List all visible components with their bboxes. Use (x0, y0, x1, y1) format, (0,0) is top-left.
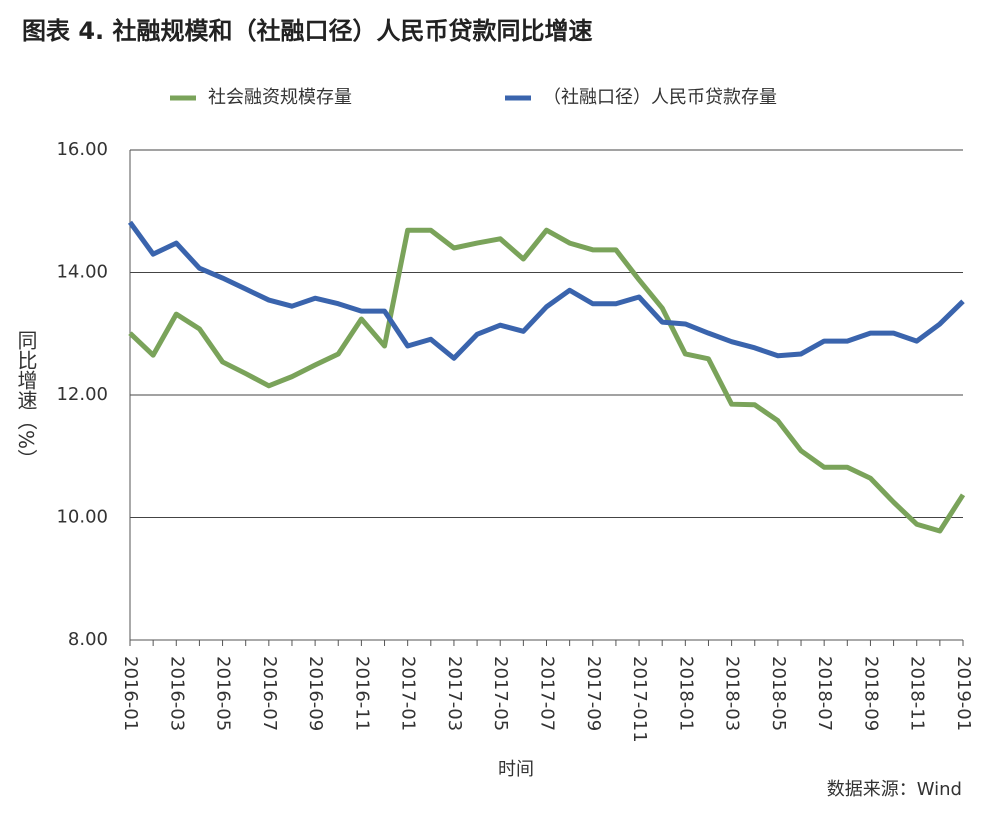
x-tick-label: 2018-03 (722, 656, 743, 731)
source-note: 数据来源：Wind (827, 779, 962, 800)
x-tick-label: 2018-11 (907, 656, 928, 731)
y-tick-label: 10.00 (56, 507, 108, 528)
legend-label: （社融口径）人民币贷款存量 (543, 87, 777, 108)
x-tick-label: 2017-05 (490, 656, 511, 731)
y-tick-label: 8.00 (68, 629, 108, 650)
x-tick-label: 2017-011 (629, 656, 650, 743)
y-tick-label: 14.00 (56, 262, 108, 283)
x-tick-label: 2016-05 (213, 656, 234, 731)
x-tick-label: 2017-01 (398, 656, 419, 731)
x-tick-label: 2016-07 (259, 656, 280, 731)
x-tick-label: 2017-03 (444, 656, 465, 731)
line-series (128, 227, 966, 534)
x-tick-label: 2016-01 (120, 656, 141, 731)
x-tick-label: 2018-09 (860, 656, 881, 731)
y-tick-label: 16.00 (56, 139, 108, 160)
x-axis-label: 时间 (498, 759, 534, 780)
x-tick-label: 2018-01 (675, 656, 696, 731)
y-axis-label: 同比增速（%） (14, 330, 38, 469)
y-tick-label: 12.00 (56, 384, 108, 405)
x-tick-label: 2018-05 (768, 656, 789, 731)
x-tick-label: 2016-03 (166, 656, 187, 731)
x-tick-label: 2018-07 (814, 656, 835, 731)
legend-label: 社会融资规模存量 (208, 87, 352, 108)
x-tick-label: 2016-09 (305, 656, 326, 731)
chart-title: 图表 4. 社融规模和（社融口径）人民币贷款同比增速 (22, 17, 593, 45)
line-series (127, 220, 965, 361)
x-tick-label: 2017-07 (537, 656, 558, 731)
x-tick-label: 2019-01 (953, 656, 974, 731)
x-tick-label: 2017-09 (583, 656, 604, 731)
x-tick-label: 2016-11 (351, 656, 372, 731)
